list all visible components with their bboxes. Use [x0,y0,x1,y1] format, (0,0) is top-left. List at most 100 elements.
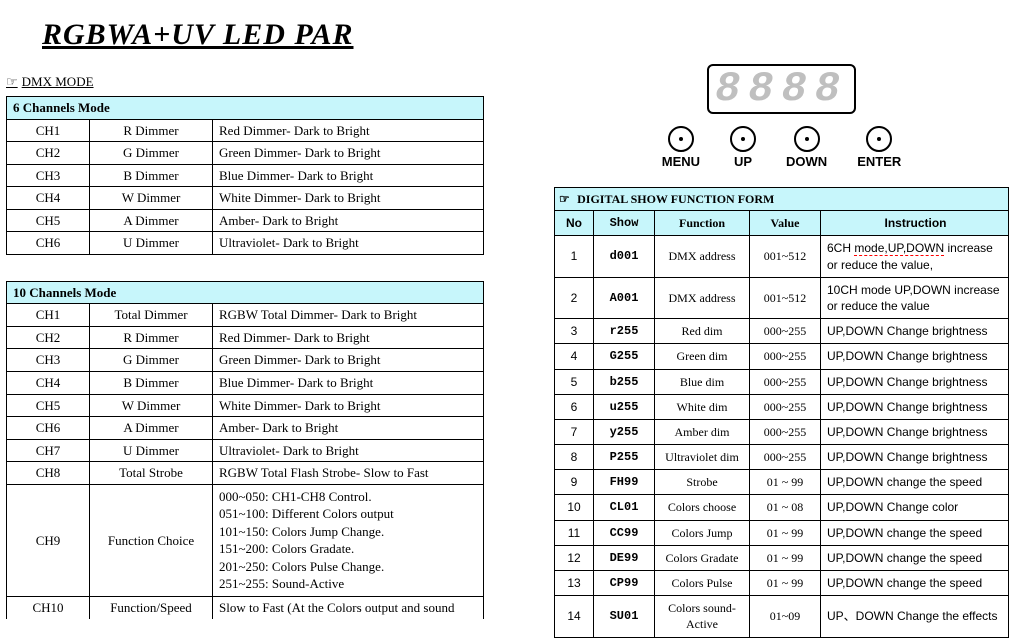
desc-cell: Slow to Fast (At the Colors output and s… [213,597,484,619]
show-cell: SU01 [594,596,655,637]
instr-cell: UP,DOWN Change brightness [821,344,1009,369]
button-label: DOWN [786,154,827,169]
table-row: 10CL01Colors choose01 ~ 08UP,DOWN Change… [555,495,1009,520]
no-cell: 6 [555,394,594,419]
ch-cell: CH3 [7,164,90,187]
func-cell: Colors Jump [655,520,750,545]
col-no: No [555,211,594,236]
desc-cell: Amber- Dark to Bright [213,417,484,440]
desc-cell: Blue Dimmer- Dark to Bright [213,372,484,395]
buttons-row: MENUUPDOWNENTER [554,126,1009,169]
pointer-icon: ☞ [559,192,574,206]
ch-cell: CH6 [7,232,90,255]
table-row: 7y255Amber dim000~255UP,DOWN Change brig… [555,419,1009,444]
table-header: 10 Channels Mode [7,281,484,304]
instr-cell: UP,DOWN change the speed [821,520,1009,545]
func-cell: Blue dim [655,369,750,394]
ch-cell: CH7 [7,439,90,462]
table-row: CH8Total StrobeRGBW Total Flash Strobe- … [7,462,484,485]
seven-seg-display: 8888 [707,64,856,114]
ch-cell: CH1 [7,304,90,327]
table-row: CH6A DimmerAmber- Dark to Bright [7,417,484,440]
table-row: 4G255Green dim000~255UP,DOWN Change brig… [555,344,1009,369]
func-cell: Colors sound-Active [655,596,750,637]
ten-channel-table: 10 Channels Mode CH1Total DimmerRGBW Tot… [6,281,484,619]
button-icon [866,126,892,152]
fn-cell: R Dimmer [90,119,213,142]
show-cell: CL01 [594,495,655,520]
dmx-mode-label: ☞DMX MODE [6,74,484,90]
fn-cell: W Dimmer [90,187,213,210]
col-show: Show [594,211,655,236]
table-row: CH5A DimmerAmber- Dark to Bright [7,209,484,232]
right-column: 8888 MENUUPDOWNENTER ☞ DIGITAL SHOW FUNC… [554,74,1009,638]
page-title: RGBWA+UV LED PAR [6,18,1033,52]
fn-cell: A Dimmer [90,209,213,232]
button-label: UP [730,154,756,169]
instr-cell: UP,DOWN Change brightness [821,369,1009,394]
ch-cell: CH2 [7,326,90,349]
no-cell: 3 [555,319,594,344]
value-cell: 01 ~ 99 [750,571,821,596]
func-cell: Strobe [655,470,750,495]
no-cell: 5 [555,369,594,394]
value-cell: 000~255 [750,419,821,444]
fn-cell: U Dimmer [90,439,213,462]
table-row: CH6U DimmerUltraviolet- Dark to Bright [7,232,484,255]
function-table: ☞ DIGITAL SHOW FUNCTION FORM No Show Fun… [554,187,1009,638]
button-icon [730,126,756,152]
show-cell: DE99 [594,545,655,570]
value-cell: 000~255 [750,344,821,369]
table-header-cell: 6 Channels Mode [7,97,484,120]
no-cell: 9 [555,470,594,495]
desc-cell: 000~050: CH1-CH8 Control.051~100: Differ… [213,484,484,596]
desc-cell: Green Dimmer- Dark to Bright [213,349,484,372]
value-cell: 01~09 [750,596,821,637]
value-cell: 001~512 [750,277,821,318]
col-function: Function [655,211,750,236]
show-cell: A001 [594,277,655,318]
func-cell: DMX address [655,277,750,318]
table-header: ☞ DIGITAL SHOW FUNCTION FORM [555,188,1009,211]
fn-cell: Total Dimmer [90,304,213,327]
table-row: 6u255White dim000~255UP,DOWN Change brig… [555,394,1009,419]
columns: ☞DMX MODE 6 Channels Mode CH1R DimmerRed… [6,74,1033,638]
func-cell: White dim [655,394,750,419]
ch-cell: CH8 [7,462,90,485]
no-cell: 10 [555,495,594,520]
show-cell: CP99 [594,571,655,596]
table-row: CH1Total DimmerRGBW Total Dimmer- Dark t… [7,304,484,327]
table-row: 13CP99Colors Pulse01 ~ 99UP,DOWN change … [555,571,1009,596]
instr-cell: 10CH mode UP,DOWN increase or reduce the… [821,277,1009,318]
no-cell: 8 [555,445,594,470]
table-row: CH4W DimmerWhite Dimmer- Dark to Bright [7,187,484,210]
fn-cell: B Dimmer [90,164,213,187]
desc-cell: Green Dimmer- Dark to Bright [213,142,484,165]
func-cell: DMX address [655,236,750,277]
table-col-headers: No Show Function Value Instruction [555,211,1009,236]
col-value: Value [750,211,821,236]
pointer-icon: ☞ [6,74,22,89]
fn-cell: Function/Speed [90,597,213,619]
instr-cell: UP,DOWN Change brightness [821,394,1009,419]
button-icon [794,126,820,152]
panel-button: DOWN [786,126,827,169]
ch-cell: CH5 [7,394,90,417]
fn-cell: Function Choice [90,484,213,596]
ch-cell: CH6 [7,417,90,440]
instr-cell: UP,DOWN change the speed [821,571,1009,596]
ch-cell: CH2 [7,142,90,165]
func-cell: Green dim [655,344,750,369]
table-row: CH10 Function/Speed Slow to Fast (At the… [7,597,484,619]
instr-cell: UP,DOWN Change brightness [821,445,1009,470]
value-cell: 01 ~ 99 [750,545,821,570]
six-channel-table: 6 Channels Mode CH1R DimmerRed Dimmer- D… [6,96,484,255]
func-cell: Colors Gradate [655,545,750,570]
table-row: 1d001DMX address001~5126CH mode,UP,DOWN … [555,236,1009,277]
desc-cell: Amber- Dark to Bright [213,209,484,232]
table-header: 6 Channels Mode [7,97,484,120]
col-instruction: Instruction [821,211,1009,236]
value-cell: 01 ~ 99 [750,470,821,495]
panel-button: MENU [662,126,700,169]
table-row: 12DE99Colors Gradate01 ~ 99UP,DOWN chang… [555,545,1009,570]
